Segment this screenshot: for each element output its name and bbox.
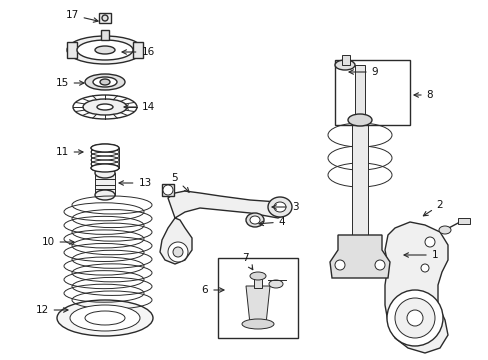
Ellipse shape	[245, 213, 264, 227]
Ellipse shape	[242, 319, 273, 329]
Ellipse shape	[273, 202, 285, 212]
Bar	[253, 276, 262, 288]
Ellipse shape	[394, 298, 434, 338]
Ellipse shape	[83, 99, 127, 115]
Polygon shape	[162, 184, 174, 196]
Text: 3: 3	[271, 202, 298, 212]
Ellipse shape	[386, 290, 442, 346]
Polygon shape	[245, 286, 269, 324]
Ellipse shape	[424, 237, 434, 247]
Text: 5: 5	[171, 173, 189, 192]
Ellipse shape	[249, 216, 260, 224]
Ellipse shape	[267, 197, 291, 217]
Ellipse shape	[85, 74, 125, 90]
Text: 11: 11	[55, 147, 83, 157]
Text: 1: 1	[403, 250, 437, 260]
Text: 6: 6	[201, 285, 224, 295]
Bar	[99, 13, 111, 23]
Ellipse shape	[95, 46, 115, 54]
Ellipse shape	[249, 272, 265, 280]
Ellipse shape	[173, 247, 183, 257]
Ellipse shape	[102, 15, 108, 21]
Text: 15: 15	[55, 78, 84, 88]
Ellipse shape	[438, 226, 450, 234]
Text: 9: 9	[348, 67, 378, 77]
Bar	[351, 120, 367, 240]
Text: 2: 2	[423, 200, 443, 216]
Ellipse shape	[70, 305, 140, 331]
Ellipse shape	[97, 104, 113, 110]
Text: 4: 4	[259, 217, 285, 227]
Bar	[354, 65, 364, 120]
Ellipse shape	[57, 300, 153, 336]
Text: 7: 7	[241, 253, 252, 270]
Ellipse shape	[93, 77, 117, 87]
Text: 16: 16	[122, 47, 154, 57]
Ellipse shape	[163, 185, 173, 195]
Polygon shape	[329, 235, 389, 278]
Ellipse shape	[85, 311, 125, 325]
Ellipse shape	[91, 164, 119, 172]
Polygon shape	[384, 222, 447, 353]
Ellipse shape	[91, 144, 119, 152]
Bar	[218, 258, 297, 338]
Polygon shape	[67, 42, 77, 58]
Ellipse shape	[406, 310, 422, 326]
Bar	[101, 30, 109, 40]
Bar	[457, 218, 469, 224]
Ellipse shape	[268, 280, 283, 288]
Ellipse shape	[100, 79, 110, 85]
Ellipse shape	[374, 260, 384, 270]
Text: 8: 8	[413, 90, 432, 100]
Ellipse shape	[420, 264, 428, 272]
Ellipse shape	[67, 36, 142, 64]
Ellipse shape	[95, 190, 115, 200]
Text: 10: 10	[41, 237, 74, 247]
Polygon shape	[160, 191, 285, 264]
Text: 17: 17	[65, 10, 98, 22]
Text: 13: 13	[119, 178, 151, 188]
Bar	[341, 55, 349, 65]
Text: 12: 12	[35, 305, 68, 315]
Ellipse shape	[77, 40, 133, 60]
Ellipse shape	[334, 260, 345, 270]
Bar	[334, 60, 409, 125]
Ellipse shape	[168, 242, 187, 262]
Ellipse shape	[334, 60, 354, 70]
Bar	[95, 173, 115, 195]
Ellipse shape	[347, 114, 371, 126]
Text: 14: 14	[124, 102, 154, 112]
Ellipse shape	[95, 168, 115, 178]
Polygon shape	[133, 42, 142, 58]
